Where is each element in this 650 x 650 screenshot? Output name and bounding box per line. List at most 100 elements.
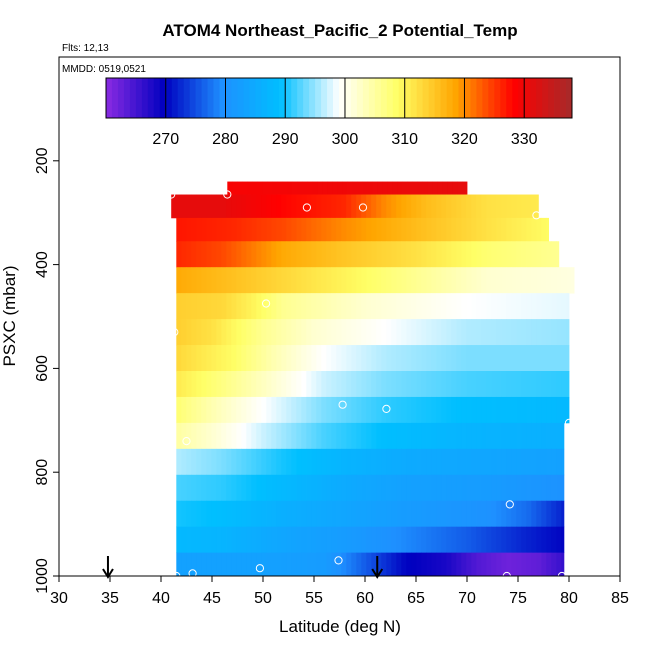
heatmap-cell [331,474,337,502]
heatmap-cell [516,448,522,476]
colorbar-tick-label: 280 [212,131,239,148]
heatmap-layer [176,500,565,528]
heatmap-cell [266,448,272,476]
heatmap-cell [376,371,382,398]
flight-arrow [371,556,384,579]
heatmap-cell [486,217,492,242]
heatmap-cell [176,345,182,372]
heatmap-cell [326,526,332,554]
heatmap-cell [276,526,282,554]
heatmap-cell [556,552,562,577]
heatmap-cell [186,396,192,424]
heatmap-cell [411,500,417,528]
heatmap-cell [311,500,317,528]
heatmap-cell [271,448,277,476]
heatmap-cell [486,319,492,346]
heatmap-cell [366,194,372,219]
heatmap-cell [246,552,252,577]
heatmap-cell [446,241,452,268]
heatmap-cell [321,474,327,502]
heatmap-cell [546,526,552,554]
heatmap-cell [371,217,377,242]
heatmap-cell [426,474,432,502]
heatmap-cell [536,267,542,294]
heatmap-cell [346,371,352,398]
heatmap-cell [341,448,347,476]
heatmap-cell [506,448,512,476]
heatmap-cell [386,267,392,294]
heatmap-cell [176,293,182,320]
heatmap-cell [371,194,377,219]
heatmap-cell [366,448,372,476]
heatmap-layer [176,552,565,577]
heatmap-cell [181,194,187,219]
heatmap-cell [301,267,307,294]
colorbar-segment [171,78,179,118]
heatmap-cell [411,474,417,502]
heatmap-cell [391,500,397,528]
heatmap-cell [346,422,352,450]
heatmap-cell [201,396,207,424]
heatmap-cell [406,371,412,398]
heatmap-cell [181,552,187,577]
heatmap-cell [541,241,547,268]
heatmap-cell [462,181,468,195]
heatmap-cell [236,371,242,398]
heatmap-cell [511,371,517,398]
heatmap-cell [271,500,277,528]
heatmap-cell [356,526,362,554]
heatmap-cell [181,217,187,242]
heatmap-cell [206,293,212,320]
heatmap-cell [256,345,262,372]
heatmap-cell [176,241,182,268]
heatmap-cell [326,474,332,502]
heatmap-cell [496,345,502,372]
heatmap-cell [541,552,547,577]
heatmap-cell [291,217,297,242]
heatmap-layer [176,474,565,502]
colorbar-segment [530,78,537,118]
heatmap-cell [201,194,207,219]
heatmap-cell [476,526,482,554]
heatmap-cell [536,371,542,398]
heatmap-cell [381,526,387,554]
heatmap-cell [461,552,467,577]
heatmap-cell [392,181,398,195]
heatmap-cell [426,293,432,320]
heatmap-cell [231,293,237,320]
heatmap-cell [196,422,202,450]
heatmap-cell [511,552,517,577]
heatmap-cell [236,526,242,554]
heatmap-cell [456,217,462,242]
heatmap-cell [376,422,382,450]
heatmap-cell [421,422,427,450]
heatmap-cell [566,345,570,372]
heatmap-cell [341,526,347,554]
heatmap-cell [201,371,207,398]
heatmap-cell [381,371,387,398]
heatmap-cell [506,422,512,450]
heatmap-cell [461,500,467,528]
heatmap-cell [481,448,487,476]
heatmap-cell [186,293,192,320]
colorbar-segment [368,78,376,118]
heatmap-cell [456,396,462,424]
heatmap-cell [406,526,412,554]
heatmap-cell [511,345,517,372]
heatmap-cell [361,371,367,398]
heatmap-cell [336,345,342,372]
heatmap-cell [286,345,292,372]
heatmap-cell [196,500,202,528]
heatmap-cell [241,345,247,372]
heatmap-cell [491,526,497,554]
heatmap-cell [541,319,547,346]
heatmap-cell [356,371,362,398]
heatmap-cell [451,500,457,528]
heatmap-cell [206,500,212,528]
heatmap-cell [406,552,412,577]
heatmap-cell [311,422,317,450]
heatmap-cell [381,293,387,320]
heatmap-cell [526,217,532,242]
heatmap-cell [251,319,257,346]
heatmap-cell [241,396,247,424]
